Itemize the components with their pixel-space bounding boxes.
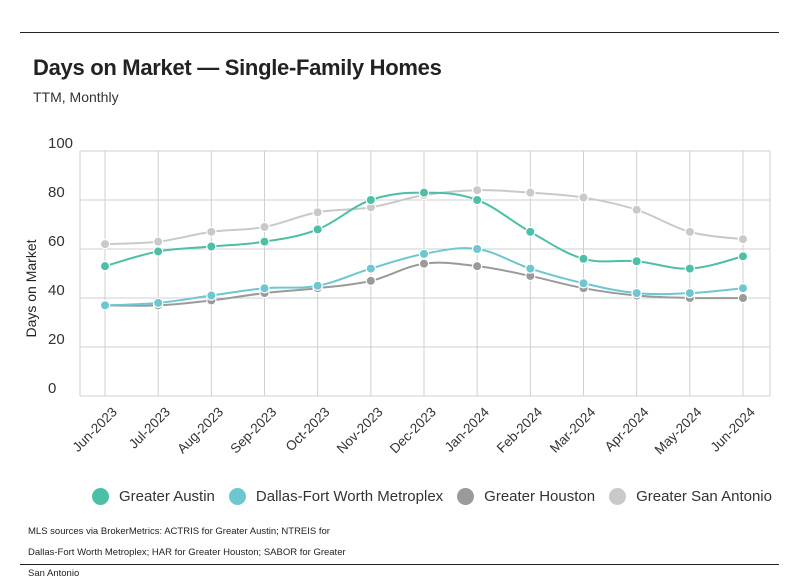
legend-label: Dallas-Fort Worth Metroplex: [255, 488, 444, 505]
x-tick-label: Feb-2024: [494, 404, 546, 456]
data-point-greater-san-antonio: [152, 236, 164, 247]
data-point-greater-austin: [418, 187, 430, 198]
x-tick-label: Jan-2024: [442, 404, 493, 455]
legend-item-greater-austin: Greater Austin: [92, 488, 215, 505]
data-point-greater-austin: [259, 236, 270, 247]
data-point-greater-houston: [471, 260, 483, 272]
y-tick-label: 20: [48, 331, 65, 348]
data-point-greater-houston: [365, 275, 377, 287]
data-point-greater-austin: [631, 256, 642, 267]
legend-swatch: [457, 488, 475, 505]
data-point-dallas-fort-worth-metroplex: [206, 290, 217, 301]
data-point-dallas-fort-worth-metroplex: [737, 283, 749, 294]
y-tick-label: 80: [48, 184, 65, 201]
legend-swatch: [92, 488, 109, 505]
data-point-dallas-fort-worth-metroplex: [631, 287, 642, 299]
y-axis-label: Days on Market: [23, 239, 39, 337]
x-tick-label: Dec-2023: [387, 404, 439, 456]
data-point-greater-austin: [365, 194, 377, 206]
series-points: [99, 184, 749, 311]
chart-legend: Greater Austin Dallas-Fort Worth Metrople…: [92, 488, 786, 505]
data-point-greater-san-antonio: [631, 204, 642, 215]
top-rule: [20, 32, 779, 33]
legend-swatch: [609, 488, 627, 505]
chart-title: Days on Market — Single-Family Homes: [33, 55, 442, 80]
data-point-dallas-fort-worth-metroplex: [525, 263, 536, 274]
legend-item-greater-san-antonio: Greater San Antonio: [609, 488, 772, 505]
x-tick-label: Jul-2023: [126, 404, 173, 451]
y-tick-label: 100: [48, 135, 73, 152]
data-point-greater-san-antonio: [471, 184, 483, 196]
source-note: MLS sources via BrokerMetrics: ACTRIS fo…: [28, 526, 346, 579]
x-tick-label: Mar-2024: [547, 404, 599, 456]
data-point-greater-austin: [525, 226, 536, 238]
data-point-greater-austin: [206, 241, 217, 252]
data-point-greater-san-antonio: [99, 238, 111, 250]
data-point-dallas-fort-worth-metroplex: [312, 280, 323, 291]
data-point-greater-austin: [471, 194, 483, 206]
data-point-dallas-fort-worth-metroplex: [365, 263, 377, 274]
data-point-greater-austin: [578, 253, 589, 264]
data-point-greater-austin: [99, 260, 111, 272]
data-point-dallas-fort-worth-metroplex: [578, 278, 589, 289]
y-tick-label: 0: [48, 380, 56, 397]
bottom-rule: [20, 564, 779, 565]
data-point-greater-san-antonio: [259, 221, 270, 233]
data-point-greater-houston: [418, 258, 430, 269]
data-point-greater-san-antonio: [684, 226, 696, 238]
legend-label: Greater Austin: [119, 488, 215, 505]
data-point-greater-san-antonio: [206, 226, 217, 238]
x-tick-label: Sep-2023: [227, 404, 279, 456]
x-tick-label: Aug-2023: [174, 404, 226, 456]
data-point-dallas-fort-worth-metroplex: [152, 297, 164, 309]
x-tick-label: May-2024: [652, 404, 705, 457]
legend-item-dallas-fort-worth-metroplex: Dallas-Fort Worth Metroplex: [228, 488, 444, 505]
x-tick-label: Nov-2023: [334, 404, 386, 456]
data-point-dallas-fort-worth-metroplex: [684, 287, 696, 299]
x-tick-label: Jun-2024: [707, 404, 758, 455]
chart-subtitle: TTM, Monthly: [33, 89, 119, 105]
data-point-greater-austin: [312, 224, 323, 235]
data-point-dallas-fort-worth-metroplex: [99, 300, 111, 311]
data-point-greater-austin: [152, 246, 164, 257]
data-point-greater-austin: [684, 263, 696, 274]
data-point-greater-houston: [737, 292, 749, 304]
x-tick-label: Apr-2024: [602, 404, 652, 454]
data-point-dallas-fort-worth-metroplex: [418, 248, 430, 260]
legend-label: Greater San Antonio: [636, 488, 772, 505]
data-point-greater-san-antonio: [578, 192, 589, 203]
data-point-greater-austin: [737, 251, 749, 262]
x-tick-label: Oct-2023: [283, 404, 333, 454]
legend-label: Greater Houston: [484, 488, 596, 505]
data-point-greater-san-antonio: [312, 207, 323, 218]
data-point-greater-san-antonio: [737, 233, 749, 245]
data-point-dallas-fort-worth-metroplex: [259, 283, 270, 294]
y-tick-label: 40: [48, 282, 65, 299]
legend-item-greater-houston: Greater Houston: [457, 488, 595, 505]
legend-swatch: [228, 488, 246, 505]
y-tick-label: 60: [48, 233, 65, 250]
x-tick-label: Jun-2023: [69, 404, 119, 454]
data-point-greater-san-antonio: [525, 187, 536, 198]
data-point-dallas-fort-worth-metroplex: [471, 243, 483, 255]
